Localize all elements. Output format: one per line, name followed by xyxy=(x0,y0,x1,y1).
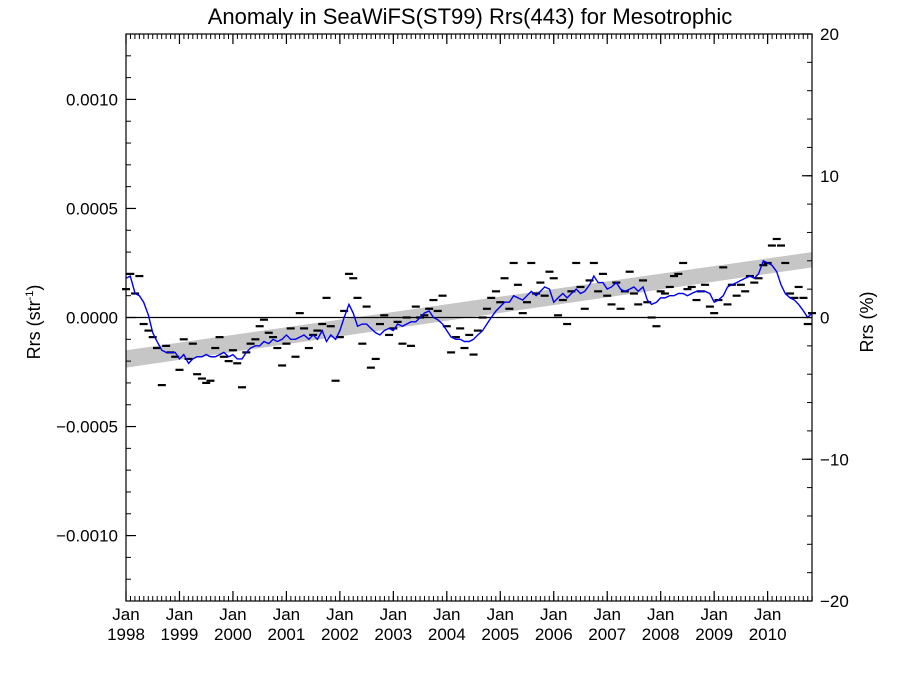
x-tick-year-label: 2005 xyxy=(481,625,519,644)
x-tick-month-label: Jan xyxy=(433,605,460,624)
x-tick-month-label: Jan xyxy=(754,605,781,624)
y-axis-label-left: Rrs (str-1) xyxy=(24,285,44,360)
x-tick-year-label: 2004 xyxy=(428,625,466,644)
y-tick-label: 0.0010 xyxy=(66,90,118,109)
y-tick-label: 0.0005 xyxy=(66,199,118,218)
y2-tick-label: 20 xyxy=(820,25,839,44)
x-tick-year-label: 1999 xyxy=(161,625,199,644)
x-tick-year-label: 2002 xyxy=(321,625,359,644)
x-tick-month-label: Jan xyxy=(594,605,621,624)
y2-tick-label: −20 xyxy=(820,592,849,611)
x-tick-month-label: Jan xyxy=(380,605,407,624)
x-tick-month-label: Jan xyxy=(326,605,353,624)
x-tick-year-label: 2000 xyxy=(214,625,252,644)
x-tick-year-label: 1998 xyxy=(107,625,145,644)
x-tick-month-label: Jan xyxy=(166,605,193,624)
y2-tick-label: 0 xyxy=(820,309,829,328)
x-tick-year-label: 2007 xyxy=(588,625,626,644)
running-mean-line xyxy=(125,259,813,365)
x-tick-month-label: Jan xyxy=(273,605,300,624)
x-tick-year-label: 2009 xyxy=(695,625,733,644)
x-tick-month-label: Jan xyxy=(647,605,674,624)
y2-tick-label: 10 xyxy=(820,167,839,186)
data-marks xyxy=(122,237,816,389)
x-tick-month-label: Jan xyxy=(219,605,246,624)
y-tick-label: −0.0010 xyxy=(56,527,118,546)
x-tick-year-label: 2003 xyxy=(374,625,412,644)
x-tick-year-label: 2010 xyxy=(749,625,787,644)
y2-tick-label: −10 xyxy=(820,450,849,469)
y-tick-label: 0.0000 xyxy=(66,309,118,328)
x-tick-month-label: Jan xyxy=(540,605,567,624)
axes: 0.00100.00050.0000−0.0005−0.001020100−10… xyxy=(56,25,849,644)
x-tick-month-label: Jan xyxy=(112,605,139,624)
chart-title: Anomaly in SeaWiFS(ST99) Rrs(443) for Me… xyxy=(208,4,733,29)
y-axis-label-right: Rrs (%) xyxy=(857,292,877,353)
y-tick-label: −0.0005 xyxy=(56,418,118,437)
x-tick-year-label: 2008 xyxy=(642,625,680,644)
x-tick-month-label: Jan xyxy=(487,605,514,624)
x-tick-month-label: Jan xyxy=(700,605,727,624)
x-tick-year-label: 2006 xyxy=(535,625,573,644)
trend-band xyxy=(126,252,812,368)
x-tick-year-label: 2001 xyxy=(267,625,305,644)
